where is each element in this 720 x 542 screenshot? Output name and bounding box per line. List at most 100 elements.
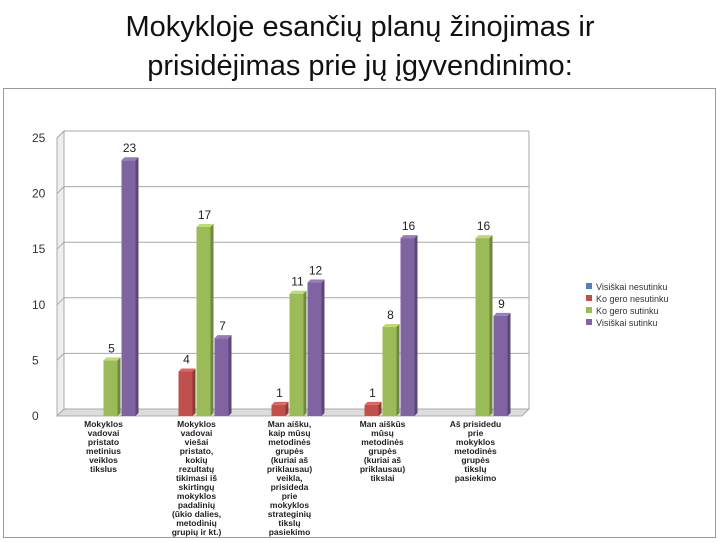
legend-swatch	[586, 295, 592, 301]
category-label: (ūkio dalies,	[172, 509, 221, 519]
category-label: tikslai	[370, 473, 394, 483]
category-label: metodinės	[268, 437, 311, 447]
data-label: 7	[219, 319, 226, 333]
legend-label: Visiškai nesutinku	[596, 282, 667, 292]
category-label: tikslų	[278, 518, 300, 528]
bar	[214, 338, 229, 416]
gridline-side	[56, 130, 65, 139]
y-tick-label: 25	[32, 131, 46, 145]
bar-top	[364, 401, 382, 405]
slide-title: Mokykloje esančių planų žinojimas ir pri…	[0, 8, 720, 86]
category-label: rezultatų	[179, 464, 214, 474]
bar-side	[414, 235, 418, 416]
category-label: (kuriai aš	[364, 455, 402, 465]
legend-swatch	[586, 319, 592, 325]
category-label: mūsų	[371, 428, 394, 438]
data-label: 17	[198, 208, 212, 222]
bar	[493, 315, 508, 416]
legend-swatch	[586, 307, 592, 313]
y-tick-label: 10	[32, 298, 46, 312]
data-label: 5	[108, 341, 115, 355]
category-label: pristato	[88, 437, 119, 447]
gridline-side	[56, 353, 65, 361]
category-label: veiklos	[89, 455, 118, 465]
bar-top	[214, 335, 232, 339]
category-label: pasiekimo	[269, 527, 311, 537]
category-label: grupės	[368, 446, 397, 456]
category-label: priklausau)	[267, 464, 313, 474]
data-label: 23	[123, 141, 137, 155]
category-label: pristato,	[180, 446, 214, 456]
plot-side-wall	[56, 130, 65, 417]
bar-side	[117, 357, 121, 416]
slide-title-line-1: Mokykloje esančių planų žinojimas ir	[125, 11, 595, 43]
category-label: padalinių	[178, 500, 215, 510]
bar-top	[178, 368, 196, 372]
category-label: metodinės	[454, 446, 497, 456]
category-label: priklausau)	[360, 464, 406, 474]
bar	[178, 371, 193, 416]
bar-side	[378, 401, 382, 416]
data-label: 8	[387, 308, 394, 322]
slide-title-line-2: prisidėjimas prie jų įgyvendinimo:	[147, 50, 573, 82]
data-label: 16	[477, 219, 491, 233]
category-label: mokyklos	[177, 491, 216, 501]
category-label: kaip mūsų	[268, 428, 310, 438]
legend-swatch	[586, 283, 592, 289]
bar	[271, 404, 286, 416]
category-label: skirtingų	[179, 482, 215, 492]
category-label: mokyklos	[270, 500, 309, 510]
bar	[121, 160, 136, 416]
bar	[400, 238, 415, 416]
bar-side	[507, 312, 511, 416]
bar	[475, 238, 490, 416]
gridline-side	[56, 408, 65, 417]
bar-top	[103, 357, 121, 361]
bar	[196, 226, 211, 416]
category-label: prie	[282, 491, 298, 501]
bar-top	[289, 290, 307, 294]
legend-label: Ko gero sutinku	[596, 306, 659, 316]
bar	[307, 282, 322, 416]
category-label: Man aiškūs	[360, 419, 406, 429]
category-label: veikla,	[277, 473, 303, 483]
data-label: 12	[309, 264, 323, 278]
y-tick-label: 0	[32, 409, 39, 423]
bar-top	[400, 235, 418, 239]
category-label: grupių ir kt.)	[172, 527, 222, 537]
gridline-side	[56, 297, 65, 306]
category-label: metinius	[86, 446, 121, 456]
category-label: Aš prisidedu	[450, 419, 501, 429]
category-label: Mokyklos	[84, 419, 123, 429]
bar-top	[196, 223, 214, 227]
y-tick-label: 5	[32, 353, 39, 367]
bar	[382, 327, 397, 416]
bar-side	[321, 279, 325, 416]
category-label: vadovai	[181, 428, 213, 438]
category-label: viešai	[185, 437, 209, 447]
category-label: Man aišku,	[268, 419, 311, 429]
legend-label: Ko gero nesutinku	[596, 294, 669, 304]
bar	[364, 404, 379, 416]
bar-side	[192, 368, 196, 416]
chart-frame: 0 5 10 15 20 25 4 1 1 5 17 11 8 16 23 7 12 16 9 Mokyklos vad…	[3, 88, 716, 538]
gridline-side	[56, 186, 65, 194]
bar-top	[475, 235, 493, 239]
bar-top	[307, 279, 325, 283]
data-label: 11	[291, 275, 304, 289]
category-label: metodinės	[361, 437, 404, 447]
bar-side	[303, 290, 307, 416]
data-label: 1	[369, 386, 376, 400]
y-tick-label: 15	[32, 242, 46, 256]
category-label: kokių	[185, 455, 207, 465]
category-label: prisideda	[271, 482, 309, 492]
bar	[289, 293, 304, 416]
category-label: pasiekimo	[455, 473, 497, 483]
data-label: 1	[276, 386, 283, 400]
category-label: mokyklos	[456, 437, 495, 447]
gridline-side	[56, 241, 65, 250]
category-label: grupės	[275, 446, 304, 456]
data-label: 9	[498, 297, 505, 311]
category-label: prie	[468, 428, 484, 438]
